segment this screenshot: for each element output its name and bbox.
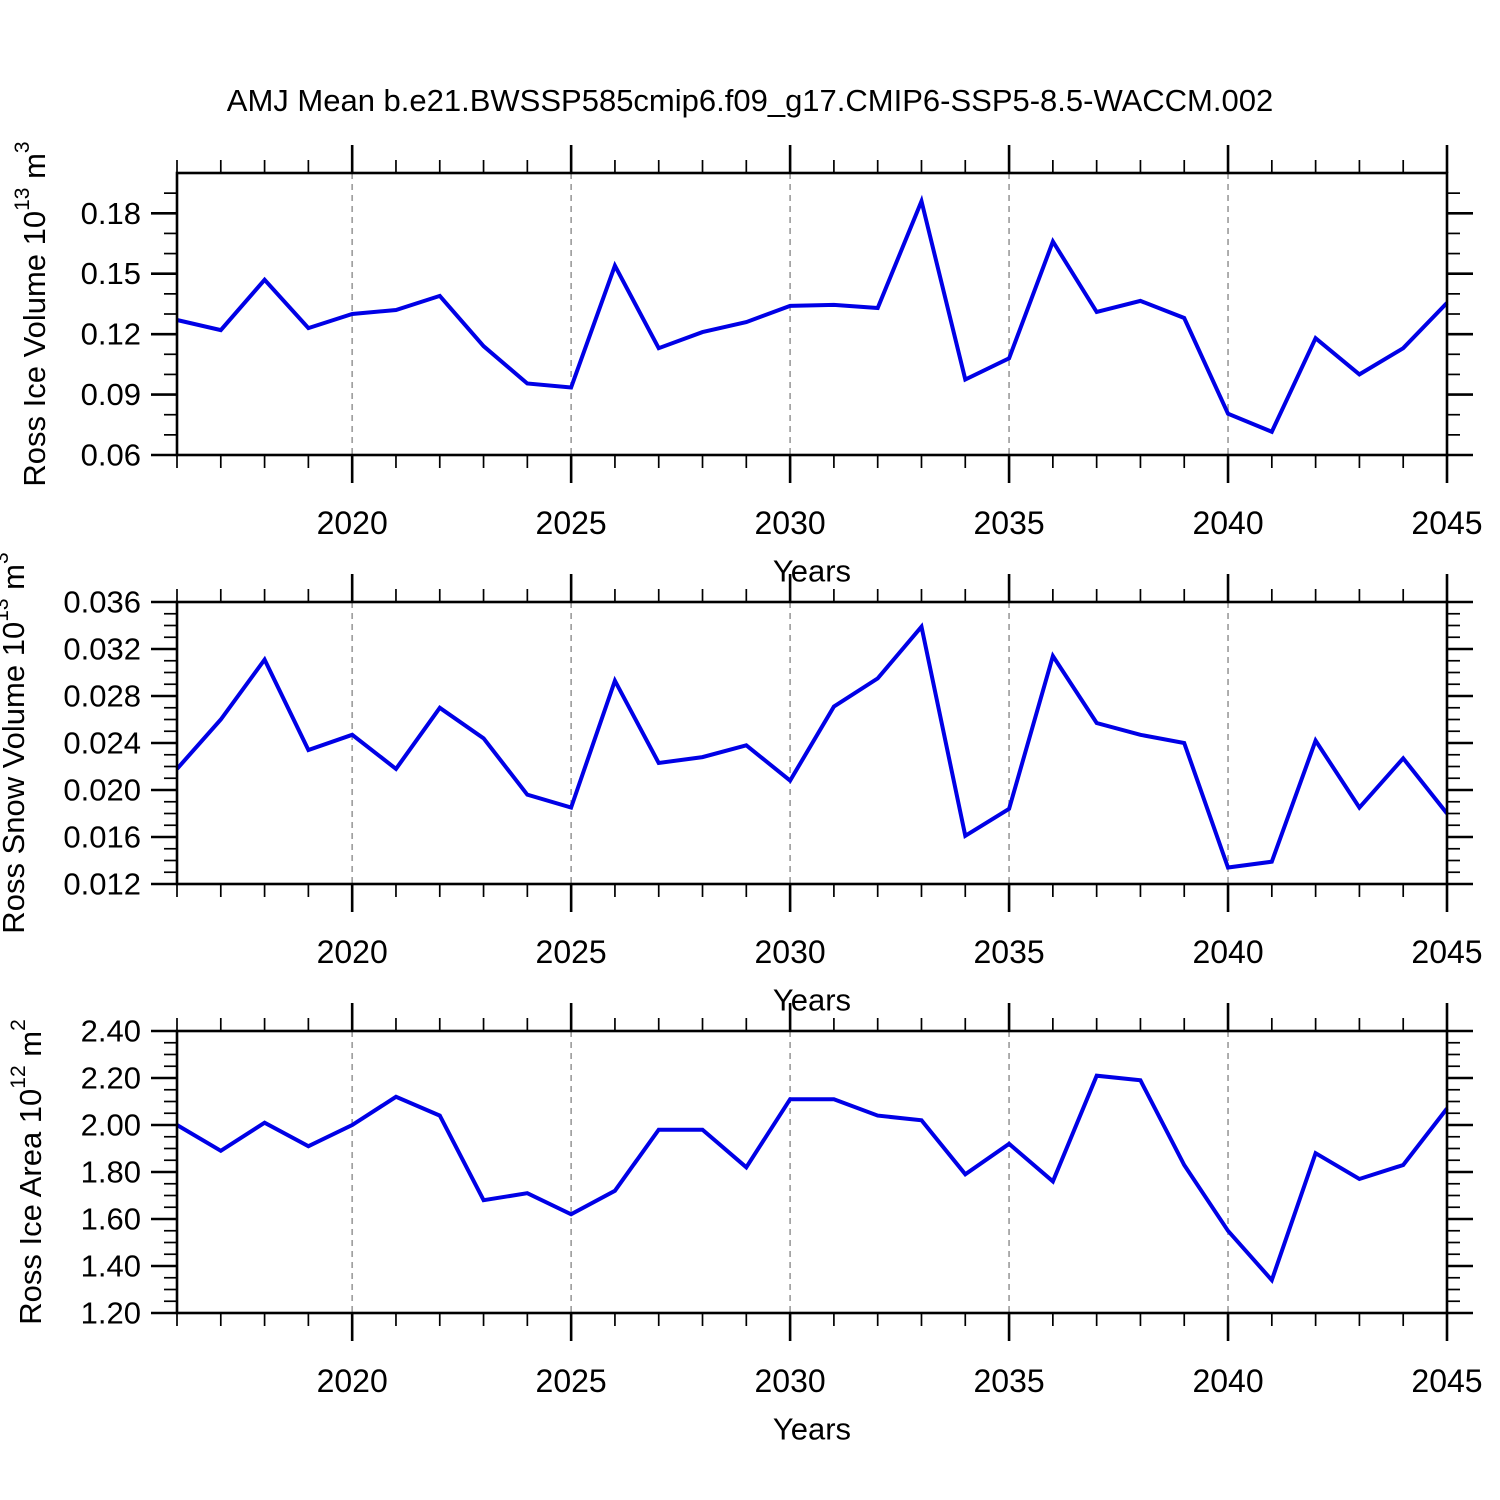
- y-tick-label: 1.20: [81, 1296, 141, 1331]
- x-axis-title: Years: [773, 554, 851, 589]
- x-tick-label: 2020: [317, 934, 388, 970]
- panel-ross-ice-volume: 0.06 0.09 0.12 0.15 0.18 2020 2025 2030 2035 2040…: [11, 141, 1483, 588]
- x-tick-label: 2030: [755, 1363, 826, 1399]
- x-tick-label: 2040: [1192, 505, 1263, 541]
- x-tick-label: 2045: [1411, 934, 1482, 970]
- x-tick-label: 2040: [1192, 1363, 1263, 1399]
- x-tick-label: 2030: [755, 934, 826, 970]
- y-tick-label: 0.020: [63, 773, 141, 808]
- ross-ice-volume-data-line: [176, 194, 1449, 435]
- axis-ticks: [151, 1003, 1473, 1341]
- axis-ticks: [151, 574, 1473, 912]
- y-tick-label: 1.40: [81, 1249, 141, 1284]
- y-tick-label: 0.028: [63, 679, 141, 714]
- y-tick-label: 2.20: [81, 1061, 141, 1096]
- y-axis-title: Ross Ice Area 1012 m2: [7, 1019, 48, 1325]
- x-tick-label: 2045: [1411, 1363, 1482, 1399]
- x-tick-label: 2030: [755, 505, 826, 541]
- y-tick-labels: 1.20 1.40 1.60 1.80 2.00 2.20 2.40: [81, 1014, 141, 1331]
- y-tick-label: 0.12: [81, 317, 141, 352]
- ross-ice-area-data-line: [175, 1073, 1449, 1284]
- x-tick-label: 2035: [973, 505, 1044, 541]
- x-tick-label: 2040: [1192, 934, 1263, 970]
- x-axis-title: Years: [773, 1412, 851, 1447]
- gridlines: [351, 1031, 1229, 1313]
- gridlines: [351, 173, 1229, 455]
- x-tick-label: 2020: [317, 505, 388, 541]
- x-tick-label: 2020: [317, 1363, 388, 1399]
- y-tick-label: 2.00: [81, 1108, 141, 1143]
- y-tick-label: 0.18: [81, 196, 141, 231]
- x-tick-label: 2035: [973, 934, 1044, 970]
- x-tick-label: 2045: [1411, 505, 1482, 541]
- y-tick-label: 0.09: [81, 377, 141, 412]
- x-tick-label: 2025: [536, 505, 607, 541]
- y-axis-title: Ross Ice Volume 1013 m3: [11, 141, 52, 486]
- x-tick-label: 2025: [536, 1363, 607, 1399]
- x-axis-title: Years: [773, 983, 851, 1018]
- x-tick-labels: 2020 2025 2030 2035 2040 2045: [317, 934, 1483, 970]
- y-tick-label: 1.60: [81, 1202, 141, 1237]
- y-tick-label: 0.016: [63, 820, 141, 855]
- y-tick-label: 2.40: [81, 1014, 141, 1049]
- panel-ross-ice-area: 1.20 1.40 1.60 1.80 2.00 2.20 2.40 2020 2025 2030…: [7, 1003, 1483, 1447]
- y-tick-label: 0.032: [63, 632, 141, 667]
- plot-frame: [175, 1029, 1449, 1315]
- y-tick-labels: 0.06 0.09 0.12 0.15 0.18: [81, 196, 141, 473]
- x-tick-labels: 2020 2025 2030 2035 2040 2045: [317, 1363, 1483, 1399]
- y-tick-label: 0.15: [81, 256, 141, 291]
- y-tick-label: 1.80: [81, 1155, 141, 1190]
- y-tick-label: 0.024: [63, 726, 141, 761]
- x-tick-labels: 2020 2025 2030 2035 2040 2045: [317, 505, 1483, 541]
- y-tick-labels: 0.012 0.016 0.020 0.024 0.028 0.032 0.036: [63, 585, 141, 902]
- axis-ticks: [151, 145, 1473, 483]
- y-tick-label: 0.036: [63, 585, 141, 620]
- y-tick-label: 0.012: [63, 867, 141, 902]
- figure-title: AMJ Mean b.e21.BWSSP585cmip6.f09_g17.CMI…: [226, 83, 1274, 118]
- x-tick-label: 2035: [973, 1363, 1044, 1399]
- y-axis-title: Ross Snow Volume 1013 m3: [0, 552, 31, 933]
- x-tick-label: 2025: [536, 934, 607, 970]
- gridlines: [351, 602, 1229, 884]
- ross-snow-volume-data-line: [175, 622, 1449, 870]
- y-tick-label: 0.06: [81, 438, 141, 473]
